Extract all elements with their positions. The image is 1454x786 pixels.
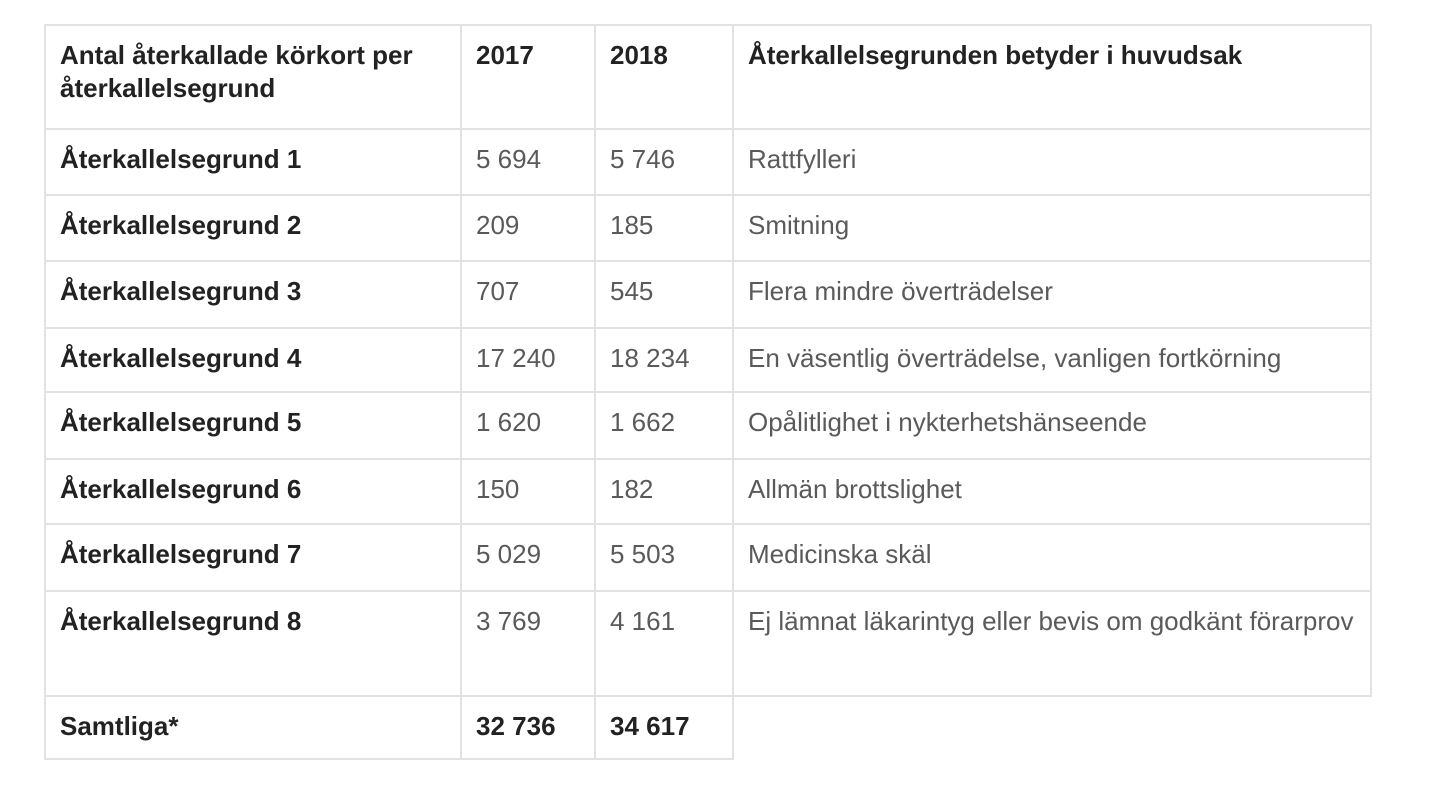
row-label: Återkallelsegrund 2: [44, 194, 462, 262]
total-empty-cell: [733, 696, 1371, 759]
row-label: Återkallelsegrund 3: [44, 260, 462, 329]
header-meaning: Återkallelsegrunden betyder i huvudsak: [732, 24, 1372, 130]
table-row: Återkallelsegrund 6 150 182 Allmän brott…: [44, 458, 1372, 525]
total-2017: 32 736: [460, 695, 596, 760]
value-2018: 4 161: [594, 590, 734, 697]
row-meaning: Rattfylleri: [732, 128, 1372, 196]
value-2018: 1 662: [594, 391, 734, 460]
table-row: Återkallelsegrund 7 5 029 5 503 Medicins…: [44, 523, 1372, 592]
row-meaning: Medicinska skäl: [732, 523, 1372, 592]
value-2018: 182: [594, 458, 734, 525]
total-2018: 34 617: [594, 695, 734, 760]
table-row: Återkallelsegrund 3 707 545 Flera mindre…: [44, 260, 1372, 329]
table-row: Återkallelsegrund 4 17 240 18 234 En väs…: [44, 327, 1372, 393]
row-meaning: Smitning: [732, 194, 1372, 262]
row-label: Återkallelsegrund 8: [44, 590, 462, 697]
row-meaning: Opålitlighet i nykterhetshänseende: [732, 391, 1372, 460]
header-category: Antal återkallade körkort per återkallel…: [44, 24, 462, 130]
row-meaning: Flera mindre överträdelser: [732, 260, 1372, 329]
value-2018: 185: [594, 194, 734, 262]
row-meaning: Allmän brottslighet: [732, 458, 1372, 525]
value-2017: 5 694: [460, 128, 596, 196]
total-label: Samtliga*: [44, 695, 462, 760]
header-2017: 2017: [460, 24, 596, 130]
value-2017: 5 029: [460, 523, 596, 592]
row-label: Återkallelsegrund 5: [44, 391, 462, 460]
data-table-container: Antal återkallade körkort per återkallel…: [44, 24, 1372, 760]
value-2017: 150: [460, 458, 596, 525]
value-2017: 17 240: [460, 327, 596, 393]
row-meaning: Ej lämnat läkarintyg eller bevis om godk…: [732, 590, 1372, 697]
total-row: Samtliga* 32 736 34 617: [44, 695, 1371, 760]
value-2017: 707: [460, 260, 596, 329]
row-label: Återkallelsegrund 7: [44, 523, 462, 592]
table-row: Återkallelsegrund 8 3 769 4 161 Ej lämna…: [44, 590, 1372, 697]
table-header-row: Antal återkallade körkort per återkallel…: [44, 24, 1372, 130]
value-2018: 5 746: [594, 128, 734, 196]
value-2018: 18 234: [594, 327, 734, 393]
row-label: Återkallelsegrund 4: [44, 327, 462, 393]
table-row: Återkallelsegrund 2 209 185 Smitning: [44, 194, 1372, 262]
value-2017: 209: [460, 194, 596, 262]
row-label: Återkallelsegrund 6: [44, 458, 462, 525]
value-2018: 5 503: [594, 523, 734, 592]
value-2017: 1 620: [460, 391, 596, 460]
revocation-table: Antal återkallade körkort per återkallel…: [44, 24, 1372, 760]
value-2018: 545: [594, 260, 734, 329]
header-2018: 2018: [594, 24, 734, 130]
row-meaning: En väsentlig överträdelse, vanligen fort…: [732, 327, 1372, 393]
table-row: Återkallelsegrund 5 1 620 1 662 Opålitli…: [44, 391, 1372, 460]
value-2017: 3 769: [460, 590, 596, 697]
row-label: Återkallelsegrund 1: [44, 128, 462, 196]
table-row: Återkallelsegrund 1 5 694 5 746 Rattfyll…: [44, 128, 1372, 196]
